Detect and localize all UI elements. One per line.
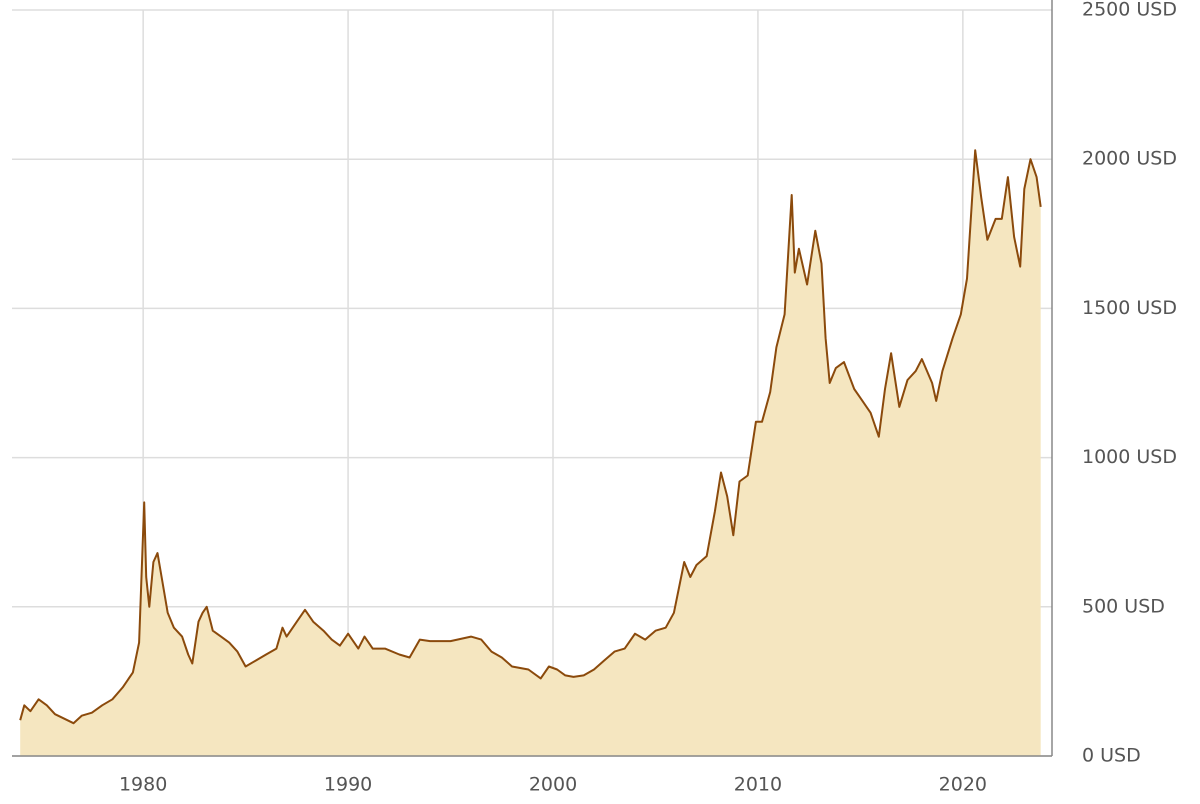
x-tick-label: 1980: [119, 774, 167, 796]
price-line: [19, 149, 1042, 725]
y-tick-label: 1500 USD: [1082, 297, 1177, 319]
x-tick-label: 2010: [734, 774, 782, 796]
y-tick-label: 2000 USD: [1082, 148, 1177, 170]
y-tick-label: 1000 USD: [1082, 446, 1177, 468]
y-tick-label: 0 USD: [1082, 745, 1141, 767]
area-fill: [20, 150, 1041, 756]
x-tick-label: 2000: [529, 774, 577, 796]
x-tick-label: 2020: [939, 774, 987, 796]
x-tick-label: 1990: [324, 774, 372, 796]
y-tick-label: 2500 USD: [1082, 0, 1177, 21]
y-tick-label: 500 USD: [1082, 595, 1165, 617]
